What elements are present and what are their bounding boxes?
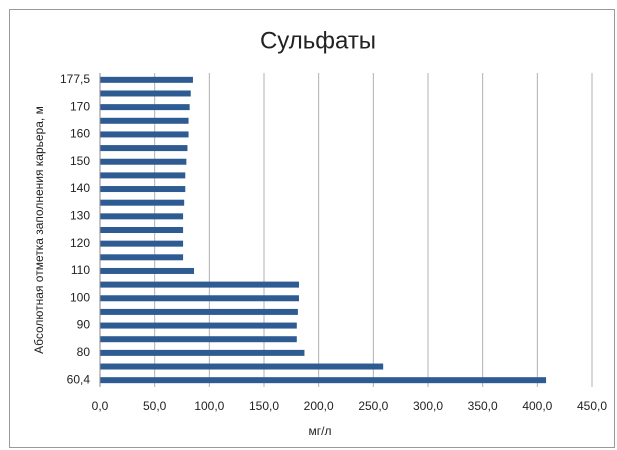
y-tick-label: 130 — [70, 209, 90, 223]
bar — [100, 281, 299, 288]
bar — [100, 131, 189, 138]
y-tick-label: 120 — [70, 236, 90, 250]
bar — [100, 158, 187, 165]
x-tick-label: 450,0 — [577, 399, 607, 413]
y-tick-label: 110 — [71, 263, 90, 277]
y-axis-title: Абсолютная отметка заполнения карьера, м — [32, 106, 46, 354]
y-tick-label: 160 — [70, 127, 90, 141]
x-axis-title: мг/л — [309, 424, 332, 438]
x-tick-label: 150,0 — [249, 399, 279, 413]
bar — [100, 90, 191, 97]
y-tick-label: 140 — [70, 181, 90, 195]
y-tick-label: 100 — [70, 290, 90, 304]
bar — [100, 349, 305, 356]
x-tick-label: 200,0 — [304, 399, 334, 413]
y-tick-label: 80 — [77, 345, 91, 359]
x-tick-label: 0,0 — [92, 399, 109, 413]
bar — [100, 336, 297, 343]
x-tick-label: 100,0 — [194, 399, 224, 413]
bar — [100, 295, 299, 302]
bar — [100, 186, 186, 193]
x-tick-label: 350,0 — [468, 399, 498, 413]
y-tick-label: 170 — [70, 99, 90, 113]
x-tick-label: 400,0 — [522, 399, 552, 413]
bar — [100, 76, 193, 83]
bar — [100, 322, 297, 329]
y-tick-label: 150 — [70, 154, 90, 168]
bar — [100, 104, 190, 111]
bar — [100, 145, 188, 152]
bar — [100, 240, 184, 247]
bar — [100, 117, 189, 124]
bar — [100, 227, 184, 233]
chart-title: Сульфаты — [260, 27, 376, 54]
x-tick-label: 300,0 — [413, 399, 443, 413]
bar — [100, 199, 185, 206]
x-tick-label: 250,0 — [358, 399, 388, 413]
y-tick-label: 177,5 — [60, 72, 90, 86]
bar — [100, 363, 384, 370]
y-tick-label: 60,4 — [67, 372, 91, 386]
bar — [100, 308, 298, 315]
bar — [100, 267, 195, 274]
bar — [100, 254, 184, 261]
bar — [100, 213, 184, 220]
bar — [100, 377, 547, 384]
y-tick-label: 90 — [77, 318, 91, 332]
x-tick-label: 50,0 — [143, 399, 167, 413]
bar — [100, 172, 186, 179]
